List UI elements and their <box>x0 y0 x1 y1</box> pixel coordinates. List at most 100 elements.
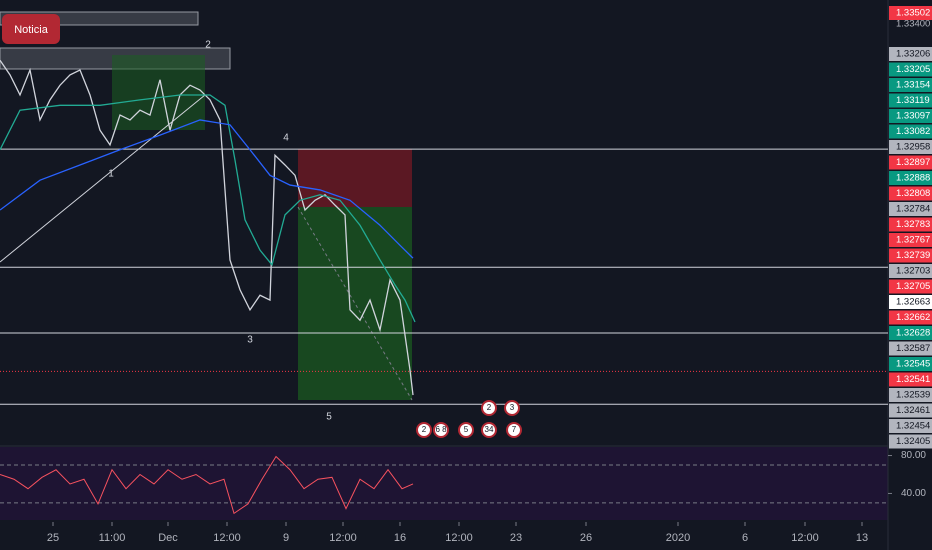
price-tag-label: 1.33502 <box>896 8 930 19</box>
trend-line <box>0 94 206 263</box>
price-tag <box>889 326 932 340</box>
event-label: 2 <box>487 403 492 412</box>
price-tag <box>889 109 932 123</box>
event-badge <box>433 422 449 438</box>
event-label: 34 <box>485 425 494 434</box>
event-badge <box>416 422 432 438</box>
price-tag-label: 1.32539 <box>896 390 930 401</box>
wave-label: 4 <box>283 133 289 144</box>
rsi-line <box>0 455 414 515</box>
price-tag <box>889 62 932 77</box>
price-tag <box>889 341 932 356</box>
price-tag <box>889 155 932 170</box>
price-tag-label: 1.32897 <box>896 157 930 168</box>
event-label: 2 <box>422 425 427 434</box>
event-label: 5 <box>464 425 469 434</box>
price-tag <box>889 403 932 418</box>
price-tag-label: 1.33206 <box>896 49 930 60</box>
price-tag <box>889 372 932 387</box>
price-tag-label: 1.32958 <box>896 142 930 153</box>
event-badge <box>506 422 522 438</box>
price-tag <box>889 310 932 325</box>
wave-label: 1 <box>108 169 114 180</box>
price-tag-label: 1.32454 <box>896 421 930 432</box>
price-tag-label: 1.33205 <box>896 64 930 75</box>
x-tick-label: 26 <box>580 532 592 544</box>
rsi-tick-label: 40.00 <box>901 488 926 499</box>
stop-zone <box>298 149 412 207</box>
price-tag-label: 1.33082 <box>896 126 930 137</box>
x-tick-label: 23 <box>510 532 522 544</box>
price-tag-label: 1.33097 <box>896 111 930 122</box>
price-tag <box>889 279 932 294</box>
price-tag-label: 1.32739 <box>896 250 930 261</box>
x-tick-label: 9 <box>283 532 289 544</box>
price-tag <box>889 186 932 201</box>
price-tag <box>889 264 932 278</box>
price-tag-label: 1.32405 <box>896 436 930 447</box>
news-badge[interactable] <box>2 14 60 44</box>
x-tick-label: 12:00 <box>791 532 819 544</box>
price-tag-label: 1.33400 <box>896 19 930 30</box>
price-tag-label: 1.32808 <box>896 188 930 199</box>
price-tag <box>889 357 932 371</box>
price-tag-label: 1.32541 <box>896 374 930 385</box>
price-tag-label: 1.32767 <box>896 235 930 246</box>
x-tick-label: 25 <box>47 532 59 544</box>
price-tag-label: 1.33154 <box>896 80 930 91</box>
x-tick-label: 13 <box>856 532 868 544</box>
event-badge <box>504 400 520 416</box>
x-tick-label: 2020 <box>666 532 690 544</box>
event-label: 6 8 <box>435 425 447 434</box>
x-tick-label: 12:00 <box>445 532 473 544</box>
price-tag <box>889 419 932 433</box>
price-tag <box>889 434 932 449</box>
price-tag <box>889 140 932 154</box>
price-tag <box>889 295 932 309</box>
x-tick-label: 16 <box>394 532 406 544</box>
price-tag-label: 1.32663 <box>896 297 930 308</box>
price-tag <box>889 47 932 61</box>
price-tag <box>889 78 932 92</box>
price-line <box>0 119 414 259</box>
price-tag-label: 1.32888 <box>896 173 930 184</box>
wave-label: 3 <box>247 335 253 346</box>
price-line <box>0 94 416 323</box>
price-tag-label: 1.32703 <box>896 266 930 277</box>
price-tag <box>889 93 932 108</box>
price-tag <box>889 202 932 216</box>
price-tag <box>889 217 932 232</box>
price-tag <box>889 248 932 263</box>
price-tag <box>889 171 932 185</box>
price-line <box>0 59 414 396</box>
wave-label: 5 <box>326 412 332 423</box>
event-badge <box>458 422 474 438</box>
rsi-panel <box>0 447 888 520</box>
price-tag-label: 1.32461 <box>896 405 930 416</box>
profit-zone <box>112 55 205 130</box>
trade-line <box>297 206 413 401</box>
x-tick-label: Dec <box>158 532 178 544</box>
price-tag-label: 1.32628 <box>896 328 930 339</box>
price-tag-label: 1.32784 <box>896 204 930 215</box>
price-tag <box>889 124 932 139</box>
x-tick-label: 12:00 <box>329 532 357 544</box>
x-tick-label: 6 <box>742 532 748 544</box>
price-tag-label: 1.32662 <box>896 312 930 323</box>
price-tag-label: 1.32587 <box>896 343 930 354</box>
price-tag <box>889 388 932 402</box>
event-label: 3 <box>510 403 515 412</box>
price-tag-label: 1.33119 <box>896 95 930 106</box>
price-tag-label: 1.32705 <box>896 281 930 292</box>
price-tag-label: 1.32545 <box>896 359 930 370</box>
price-tag <box>889 6 932 20</box>
event-badge <box>481 400 497 416</box>
x-tick-label: 11:00 <box>99 532 126 544</box>
wave-label: 2 <box>205 40 211 51</box>
event-label: 7 <box>512 425 517 434</box>
news-label[interactable]: Noticia <box>14 24 49 36</box>
rsi-tick-label: 80.00 <box>901 450 926 461</box>
price-tag-label: 1.32783 <box>896 219 930 230</box>
